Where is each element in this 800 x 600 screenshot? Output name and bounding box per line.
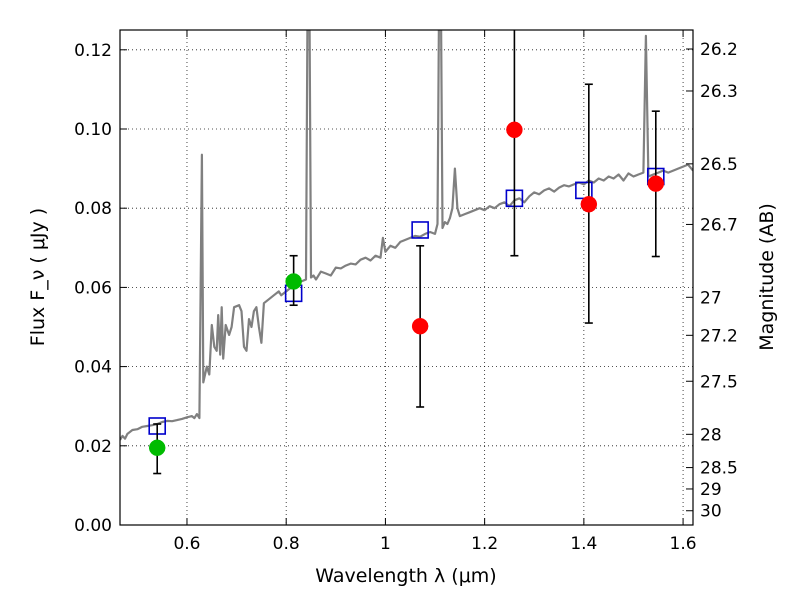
mag-tick-label: 26.2: [700, 40, 738, 60]
x-axis-label: Wavelength λ (μm): [315, 565, 496, 587]
y-axis-label-right: Magnitude (AB): [756, 203, 778, 351]
mag-tick-label: 27.2: [700, 326, 738, 346]
x-axis: 0.6 0.8 1 1.2 1.4 1.6: [173, 30, 697, 554]
mag-tick-label: 29: [700, 480, 722, 500]
mag-tick-label: 28.5: [700, 459, 738, 479]
observed-point: [647, 175, 665, 192]
grid-lines: [120, 30, 693, 525]
mag-tick-label: 26.5: [700, 155, 738, 175]
x-tick-label: 0.8: [273, 534, 300, 554]
mag-tick-label: 28: [700, 425, 722, 445]
y-tick-label: 0.02: [74, 437, 112, 457]
model-flux-square: [411, 221, 429, 239]
plot-frame: [119, 29, 694, 526]
plot-area: [120, 30, 693, 475]
x-tick-label: 1.2: [471, 534, 498, 554]
x-tick-label: 1: [380, 534, 391, 554]
observed-point: [285, 273, 302, 290]
y-tick-label: 0.06: [74, 278, 112, 298]
mag-tick-label: 27: [700, 288, 722, 308]
mag-tick-label: 27.5: [700, 372, 738, 392]
y-tick-label: 0.10: [74, 120, 112, 140]
mag-tick-label: 26.7: [700, 215, 738, 235]
observed-point: [580, 195, 598, 213]
y-tick-label: 0.12: [74, 41, 112, 61]
y-axis-label-left: Flux F_ν ( μJy ): [27, 208, 49, 346]
observed-point: [411, 317, 429, 335]
mag-tick-label: 30: [700, 502, 722, 522]
x-tick-label: 0.6: [173, 534, 200, 554]
x-tick-label: 1.4: [570, 534, 597, 554]
observed-point: [148, 439, 166, 457]
observed-point: [506, 121, 523, 139]
y-axis-left: 0.00 0.02 0.04 0.06 0.08 0.10 0.12: [74, 41, 127, 536]
y-tick-label: 0.08: [74, 199, 112, 219]
y-tick-label: 0.00: [74, 516, 112, 536]
spectrum-line: [120, 30, 693, 441]
y-tick-label: 0.04: [74, 358, 112, 378]
x-tick-label: 1.6: [670, 534, 697, 554]
mag-tick-label: 26.3: [700, 82, 738, 102]
